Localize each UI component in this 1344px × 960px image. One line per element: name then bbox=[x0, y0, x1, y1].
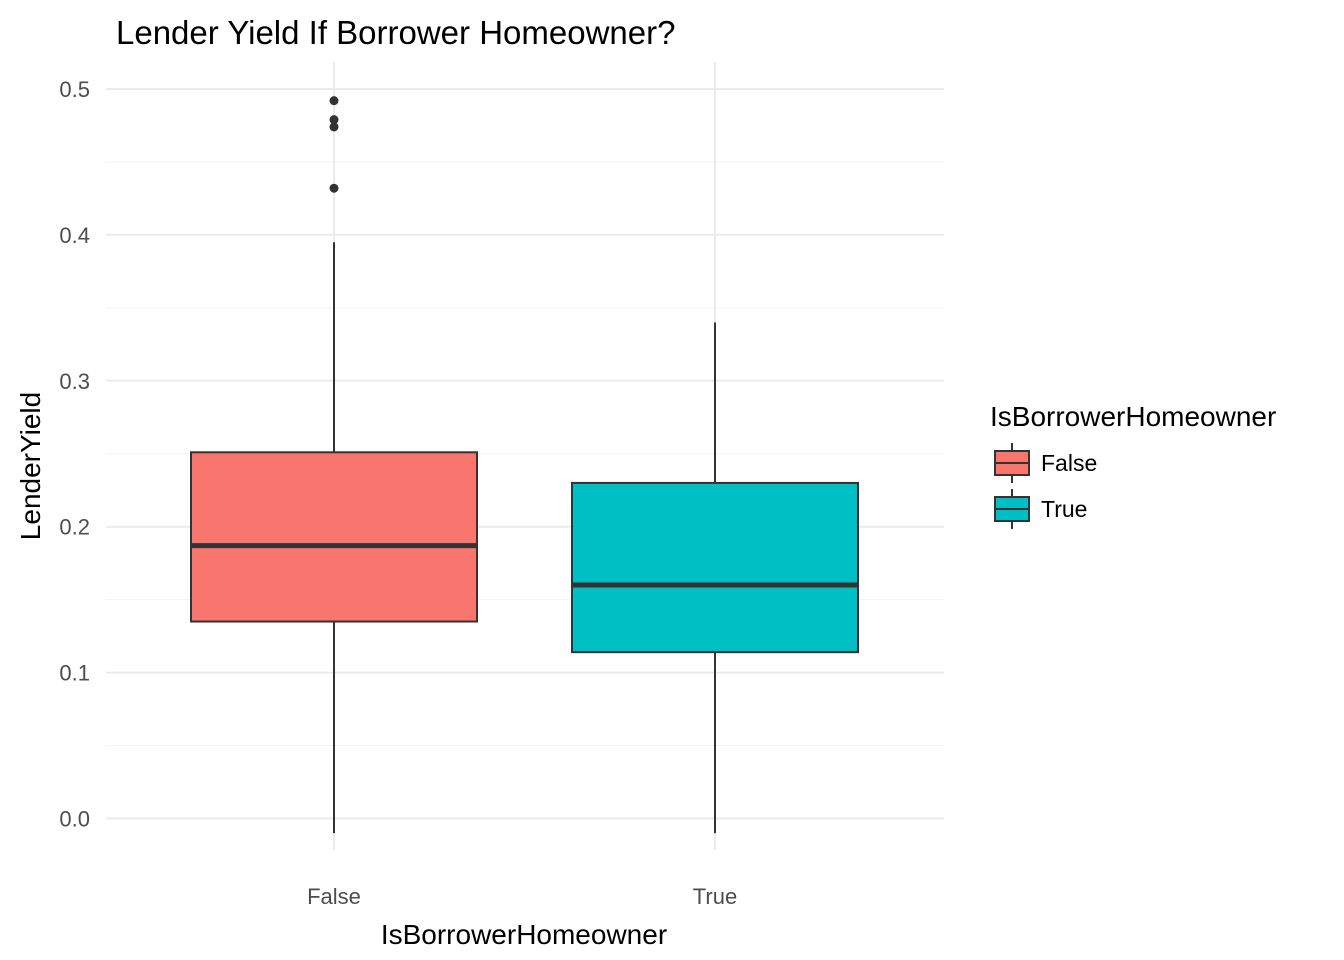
y-tick-label: 0.3 bbox=[59, 369, 90, 394]
outlier-point bbox=[329, 122, 339, 132]
y-tick-label: 0.2 bbox=[59, 515, 90, 540]
box-false bbox=[190, 96, 478, 834]
outlier-point bbox=[329, 115, 339, 125]
plot-area: 0.0 0.1 0.2 0.3 0.4 0.5 False True bbox=[59, 62, 944, 909]
chart-title: Lender Yield If Borrower Homeowner? bbox=[116, 14, 675, 51]
y-axis-title: LenderYield bbox=[15, 392, 46, 540]
outlier-point bbox=[329, 96, 339, 106]
y-tick-label: 0.0 bbox=[59, 807, 90, 832]
iqr-box bbox=[190, 451, 478, 623]
legend-label: True bbox=[1041, 496, 1087, 522]
legend-label: False bbox=[1041, 450, 1097, 476]
legend-item-true: True bbox=[994, 489, 1087, 529]
legend-item-false: False bbox=[994, 443, 1097, 483]
y-tick-label: 0.5 bbox=[59, 77, 90, 102]
legend-title: IsBorrowerHomeowner bbox=[990, 401, 1276, 432]
box-true bbox=[571, 322, 859, 834]
iqr-box bbox=[571, 481, 859, 654]
x-tick-label: True bbox=[693, 884, 737, 909]
outlier-point bbox=[329, 183, 339, 193]
y-tick-label: 0.1 bbox=[59, 661, 90, 686]
x-axis-title: IsBorrowerHomeowner bbox=[381, 919, 667, 950]
y-tick-label: 0.4 bbox=[59, 223, 90, 248]
x-tick-label: False bbox=[307, 884, 361, 909]
legend: IsBorrowerHomeowner False True bbox=[990, 401, 1276, 529]
